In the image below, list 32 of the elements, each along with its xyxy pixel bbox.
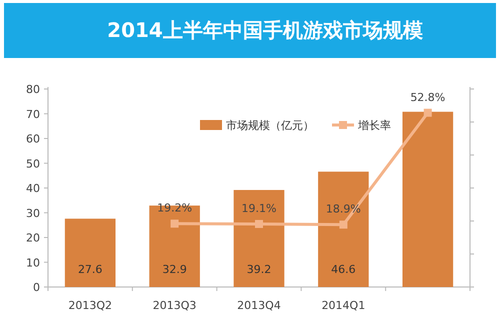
- point: [255, 220, 263, 228]
- legend-label: 增长率: [357, 119, 391, 132]
- y-tick-label: 50: [26, 157, 40, 170]
- data-label: 46.6: [331, 263, 356, 276]
- point: [339, 220, 348, 229]
- y-tick-label: 40: [26, 182, 40, 195]
- x-tick-label: 2013Q3: [152, 299, 196, 312]
- y-tick-label: 0: [33, 281, 40, 294]
- bar: [64, 218, 116, 287]
- y-tick-label: 80: [26, 83, 40, 96]
- y-tick-label: 30: [26, 206, 40, 220]
- y-tick-label: 60: [26, 132, 40, 146]
- data-label: 32.9: [162, 263, 187, 276]
- y-tick-label: 20: [26, 232, 40, 244]
- x-tick-label: 2014Q1: [322, 299, 366, 312]
- data-label: 39.2: [246, 263, 272, 276]
- data-label: 19.2%: [157, 202, 192, 215]
- bar: [402, 112, 454, 287]
- point: [170, 220, 179, 228]
- data-label: 19.1%: [242, 202, 276, 215]
- data-label: 27.6: [78, 263, 102, 276]
- x-tick-label: 2013Q4: [237, 299, 281, 312]
- y-tick-label: 70: [26, 108, 40, 121]
- legend-label: 市场规模（亿元）: [226, 119, 314, 132]
- point: [424, 108, 432, 117]
- bar: [234, 190, 284, 287]
- data-label: 18.9%: [326, 202, 361, 216]
- y-tick-label: 10: [26, 256, 40, 270]
- bar: [318, 172, 369, 287]
- x-tick-label: 2013Q2: [68, 299, 112, 312]
- data-label: 52.8%: [410, 90, 446, 104]
- chart-title: 2014上半年中国手机游戏市场规模: [107, 18, 423, 42]
